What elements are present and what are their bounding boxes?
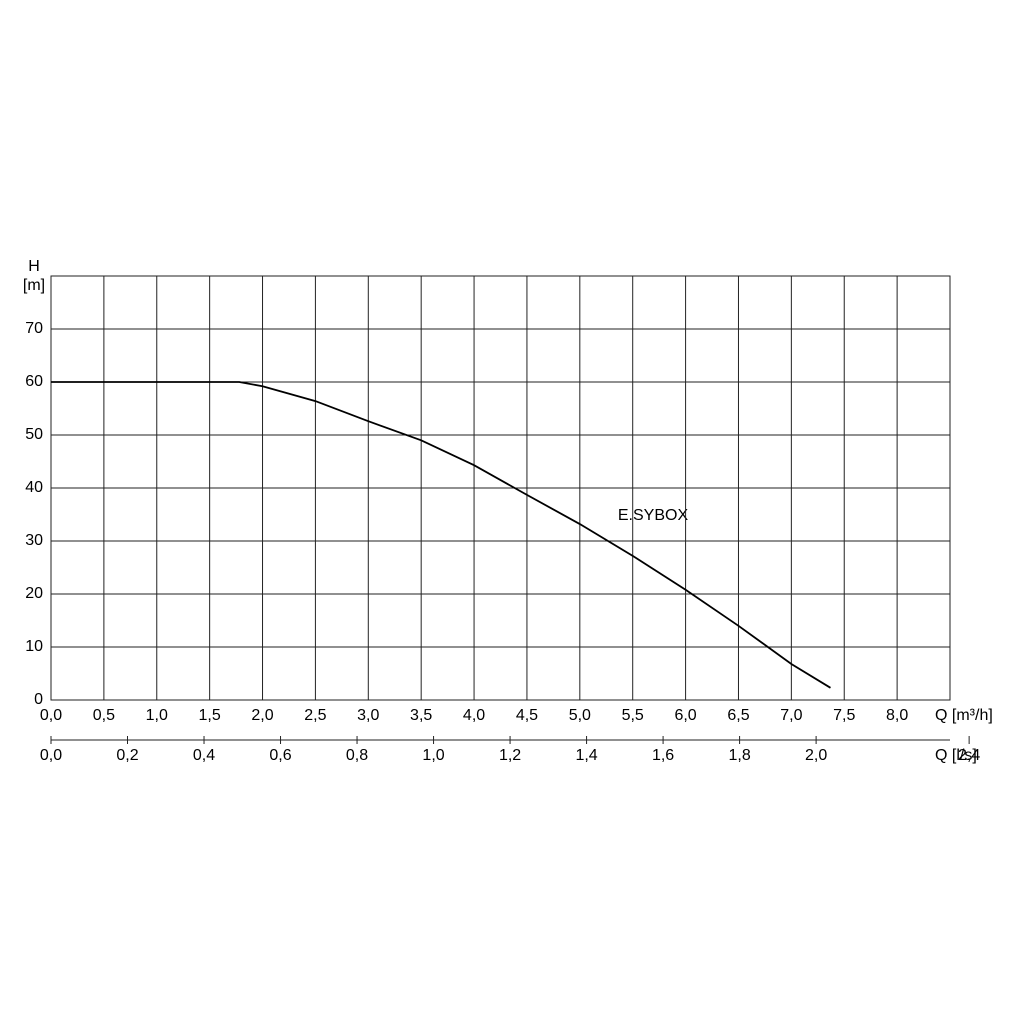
- x2-tick-label: 1,4: [575, 747, 597, 764]
- y-tick-label: 20: [25, 585, 43, 602]
- y-tick-label: 10: [25, 638, 43, 655]
- x-tick-label: 8,0: [886, 707, 908, 724]
- plot-border: [50, 275, 951, 701]
- y-tick-label: 50: [25, 426, 43, 443]
- x2-tick-label: 0,6: [269, 747, 291, 764]
- x-tick-label: 7,5: [833, 707, 855, 724]
- x-tick-label: 7,0: [780, 707, 802, 724]
- x-tick-label: 0,5: [93, 707, 115, 724]
- x2-tick-label: 0,0: [40, 747, 62, 764]
- y-tick-label: 70: [25, 320, 43, 337]
- x2-tick-label: 0,8: [346, 747, 368, 764]
- x-tick-label: 0,0: [40, 707, 62, 724]
- x2-label: Q [l/s]: [935, 747, 977, 764]
- x2-tick-label: 0,4: [193, 747, 215, 764]
- y-tick-label: 40: [25, 479, 43, 496]
- x2-tick-label: 1,8: [728, 747, 750, 764]
- x2-tick-label: 1,0: [422, 747, 444, 764]
- y-tick-label: 30: [25, 532, 43, 549]
- x-tick-label: 3,5: [410, 707, 432, 724]
- x-tick-label: 1,5: [199, 707, 221, 724]
- x-tick-label: 2,5: [304, 707, 326, 724]
- x-tick-label: 6,5: [727, 707, 749, 724]
- y-label: H: [28, 258, 40, 275]
- x-tick-label: 4,5: [516, 707, 538, 724]
- x2-tick-label: 1,2: [499, 747, 521, 764]
- x-tick-label: 5,0: [569, 707, 591, 724]
- annotation: E.SYBOX: [618, 507, 689, 524]
- y-unit: [m]: [23, 277, 45, 294]
- x2-tick-label: 1,6: [652, 747, 674, 764]
- x-tick-label: 3,0: [357, 707, 379, 724]
- x2-tick-label: 2,4: [958, 747, 980, 764]
- x2-tick-label: 0,2: [116, 747, 138, 764]
- x-label: Q [m³/h]: [935, 707, 993, 724]
- x-tick-label: 1,0: [146, 707, 168, 724]
- x-tick-label: 6,0: [674, 707, 696, 724]
- x2-tick-label: 2,0: [805, 747, 827, 764]
- y-tick-label: 60: [25, 373, 43, 390]
- x-tick-label: 4,0: [463, 707, 485, 724]
- y-tick-label: 0: [34, 691, 43, 708]
- x-tick-label: 2,0: [251, 707, 273, 724]
- x-tick-label: 5,5: [622, 707, 644, 724]
- curve: [51, 381, 831, 689]
